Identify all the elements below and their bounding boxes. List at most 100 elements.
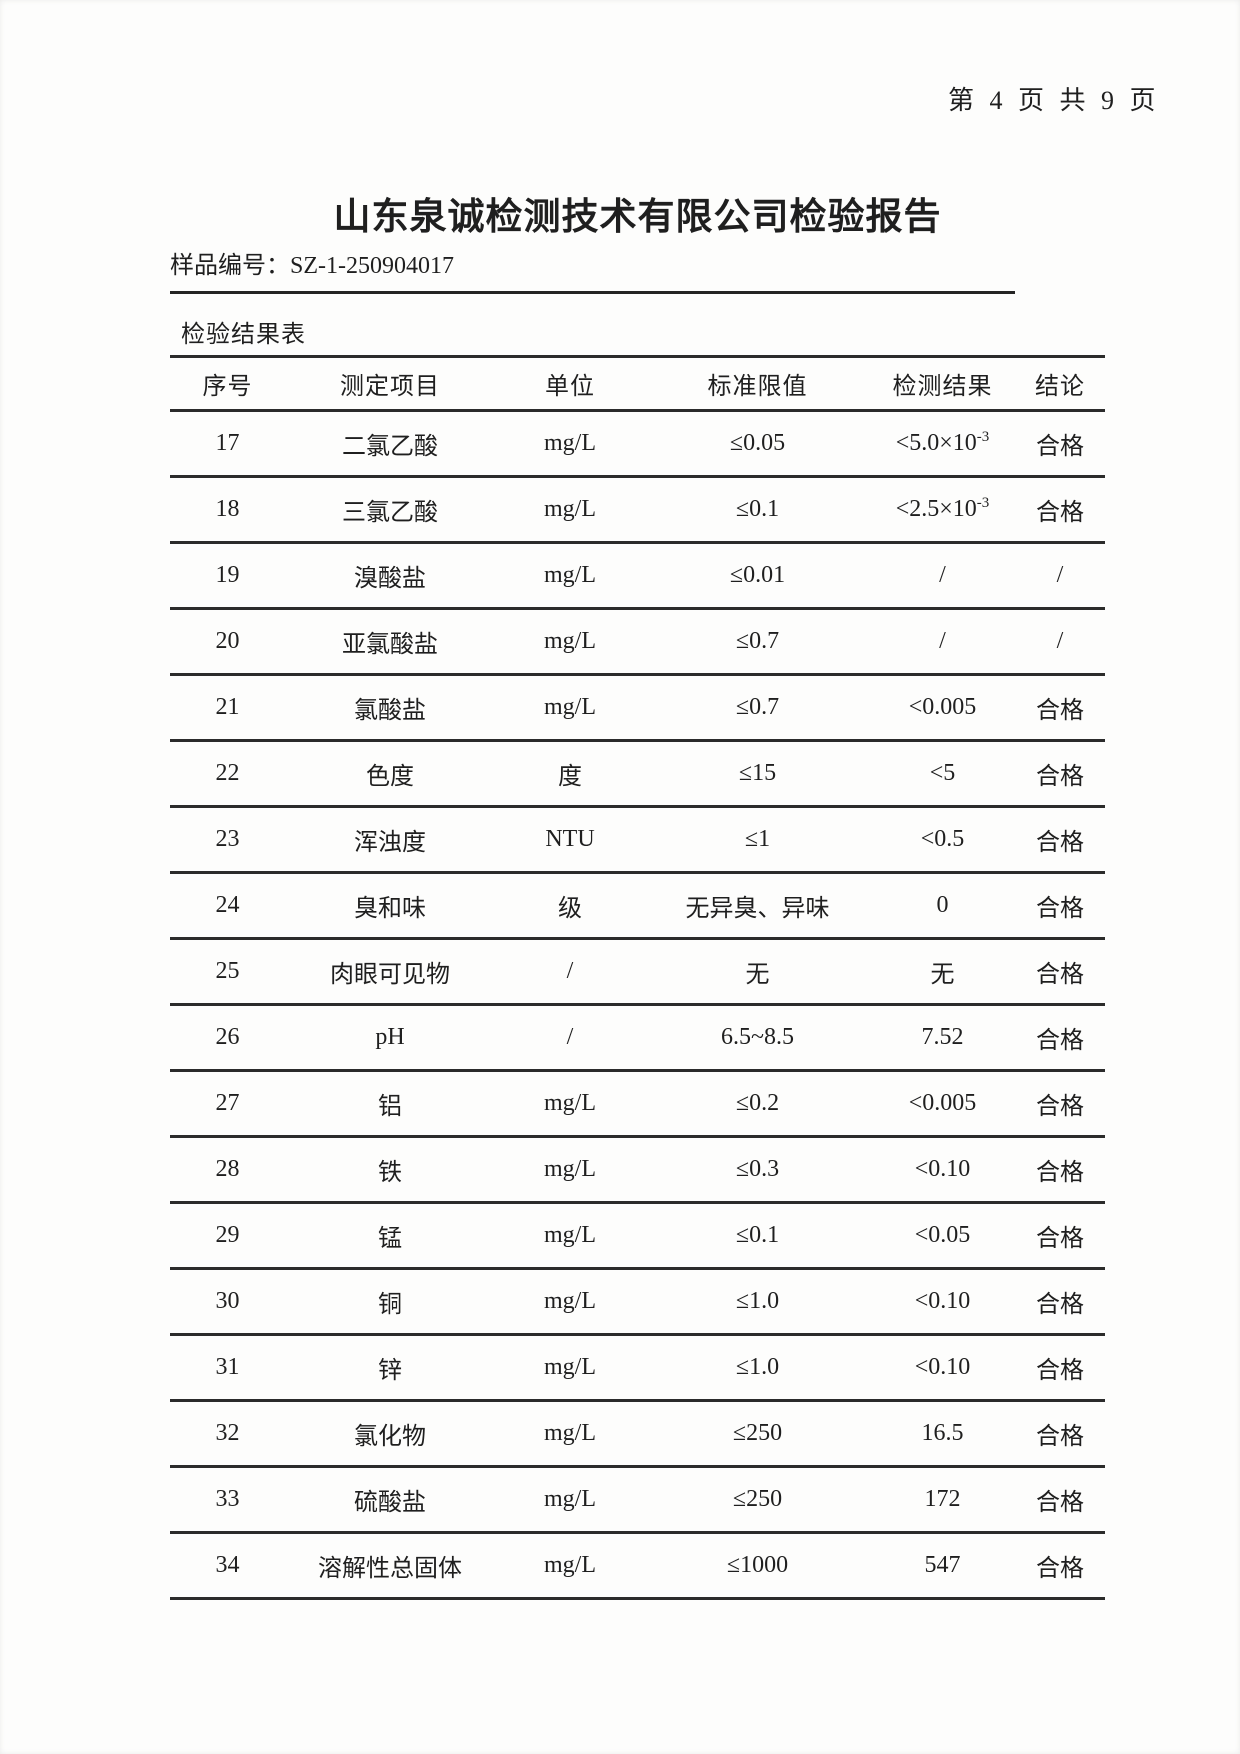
cell-result: 无 (870, 938, 1015, 1006)
result-value: 172 (924, 1486, 961, 1512)
cell-no: 21 (170, 674, 285, 742)
cell-item: 肉眼可见物 (285, 938, 495, 1006)
cell-conclusion: 合格 (1015, 410, 1105, 478)
cell-result: <0.10 (870, 1334, 1015, 1402)
header-result: 检测结果 (870, 355, 1015, 412)
result-value: <0.05 (914, 1222, 971, 1248)
cell-unit: mg/L (495, 1532, 645, 1600)
cell-limit: 无异臭、异味 (645, 872, 870, 940)
cell-no: 22 (170, 740, 285, 808)
cell-unit: / (495, 938, 645, 1006)
cell-limit: ≤1 (645, 806, 870, 874)
table-row: 23 浑浊度 NTU ≤1 <0.5 合格 (170, 806, 1105, 874)
cell-conclusion: 合格 (1015, 1004, 1105, 1072)
cell-result: <5.0×10-3 (870, 410, 1015, 478)
cell-unit: mg/L (495, 1070, 645, 1138)
cell-item: 亚氯酸盐 (285, 608, 495, 676)
cell-result: <0.5 (870, 806, 1015, 874)
cell-no: 23 (170, 806, 285, 874)
cell-no: 29 (170, 1202, 285, 1270)
cell-result: <5 (870, 740, 1015, 808)
table-row: 27 铝 mg/L ≤0.2 <0.005 合格 (170, 1070, 1105, 1138)
cell-unit: mg/L (495, 1400, 645, 1468)
cell-result: / (870, 608, 1015, 676)
cell-item: 铁 (285, 1136, 495, 1204)
cell-no: 27 (170, 1070, 285, 1138)
cell-conclusion: 合格 (1015, 1136, 1105, 1204)
sample-number-row: 样品编号：SZ-1-250904017 (170, 250, 1015, 294)
cell-result: <0.05 (870, 1202, 1015, 1270)
table-row: 21 氯酸盐 mg/L ≤0.7 <0.005 合格 (170, 674, 1105, 742)
cell-no: 31 (170, 1334, 285, 1402)
result-value: <0.5 (920, 826, 965, 852)
cell-no: 19 (170, 542, 285, 610)
table-row: 28 铁 mg/L ≤0.3 <0.10 合格 (170, 1136, 1105, 1204)
header-unit: 单位 (495, 355, 645, 412)
cell-no: 20 (170, 608, 285, 676)
result-value: <5.0×10 (895, 430, 977, 456)
cell-item: 臭和味 (285, 872, 495, 940)
result-exponent: -3 (976, 495, 990, 511)
cell-no: 24 (170, 872, 285, 940)
cell-no: 28 (170, 1136, 285, 1204)
cell-conclusion: 合格 (1015, 938, 1105, 1006)
table-row: 32 氯化物 mg/L ≤250 16.5 合格 (170, 1400, 1105, 1468)
header-limit: 标准限值 (645, 355, 870, 412)
cell-result: 547 (870, 1532, 1015, 1600)
cell-item: 铜 (285, 1268, 495, 1336)
result-value: 547 (924, 1552, 961, 1578)
table-caption: 检验结果表 (181, 322, 306, 348)
cell-result: <2.5×10-3 (870, 476, 1015, 544)
cell-unit: mg/L (495, 608, 645, 676)
cell-unit: mg/L (495, 542, 645, 610)
cell-item: 三氯乙酸 (285, 476, 495, 544)
cell-unit: 度 (495, 740, 645, 808)
cell-limit: ≤0.3 (645, 1136, 870, 1204)
cell-conclusion: 合格 (1015, 806, 1105, 874)
cell-result: <0.005 (870, 674, 1015, 742)
cell-conclusion: 合格 (1015, 740, 1105, 808)
result-value: / (939, 562, 946, 588)
cell-item: 溶解性总固体 (285, 1532, 495, 1600)
cell-item: 锌 (285, 1334, 495, 1402)
cell-no: 18 (170, 476, 285, 544)
cell-item: 溴酸盐 (285, 542, 495, 610)
cell-unit: NTU (495, 806, 645, 874)
cell-unit: mg/L (495, 1466, 645, 1534)
cell-result: 7.52 (870, 1004, 1015, 1072)
cell-limit: 6.5~8.5 (645, 1004, 870, 1072)
cell-conclusion: 合格 (1015, 1532, 1105, 1600)
table-row: 26 pH / 6.5~8.5 7.52 合格 (170, 1004, 1105, 1072)
cell-item: 铝 (285, 1070, 495, 1138)
cell-result: <0.10 (870, 1136, 1015, 1204)
result-value: / (939, 628, 946, 654)
cell-conclusion: 合格 (1015, 476, 1105, 544)
cell-conclusion: 合格 (1015, 872, 1105, 940)
page-number: 第 4 页 共 9 页 (948, 86, 1157, 115)
cell-unit: / (495, 1004, 645, 1072)
cell-limit: ≤0.1 (645, 476, 870, 544)
sample-number-value: SZ-1-250904017 (290, 253, 454, 279)
cell-limit: ≤0.7 (645, 608, 870, 676)
cell-limit: ≤0.2 (645, 1070, 870, 1138)
result-value: <0.10 (914, 1288, 971, 1314)
table-row: 17 二氯乙酸 mg/L ≤0.05 <5.0×10-3 合格 (170, 410, 1105, 478)
cell-limit: ≤250 (645, 1400, 870, 1468)
table-row: 30 铜 mg/L ≤1.0 <0.10 合格 (170, 1268, 1105, 1336)
table-row: 29 锰 mg/L ≤0.1 <0.05 合格 (170, 1202, 1105, 1270)
cell-result: 0 (870, 872, 1015, 940)
cell-conclusion: 合格 (1015, 1466, 1105, 1534)
cell-no: 32 (170, 1400, 285, 1468)
result-value: <0.005 (908, 694, 977, 720)
cell-unit: mg/L (495, 1202, 645, 1270)
cell-limit: ≤0.01 (645, 542, 870, 610)
result-value: <0.10 (914, 1354, 971, 1380)
cell-conclusion: / (1015, 542, 1105, 610)
cell-conclusion: / (1015, 608, 1105, 676)
cell-unit: 级 (495, 872, 645, 940)
cell-no: 33 (170, 1466, 285, 1534)
result-value: <0.005 (908, 1090, 977, 1116)
cell-limit: ≤1.0 (645, 1334, 870, 1402)
cell-limit: 无 (645, 938, 870, 1006)
